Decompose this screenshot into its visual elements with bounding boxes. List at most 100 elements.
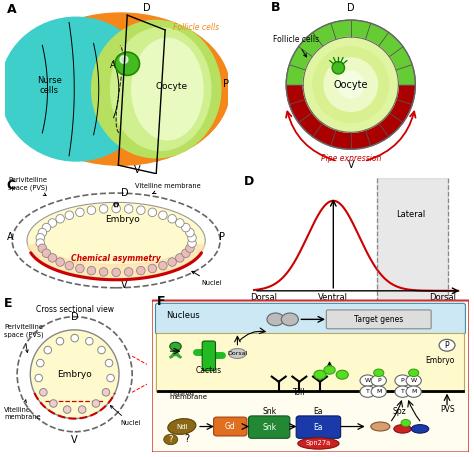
Circle shape [35,374,43,382]
Text: Embryo: Embryo [426,356,455,365]
Circle shape [188,234,196,242]
Circle shape [406,375,421,386]
Circle shape [112,268,120,276]
Circle shape [137,266,145,275]
Bar [377,178,448,302]
Circle shape [124,268,133,276]
Circle shape [371,386,386,397]
Circle shape [71,335,78,342]
Circle shape [48,219,57,227]
Text: Dorsal: Dorsal [250,293,277,302]
FancyBboxPatch shape [214,417,247,436]
Text: P: P [445,341,449,350]
Text: Vitelline membrane: Vitelline membrane [135,183,201,194]
Ellipse shape [91,21,221,158]
Text: T: T [401,389,404,394]
Text: Dorsal: Dorsal [429,293,456,302]
Text: Dorsal: Dorsal [228,351,247,356]
Text: M: M [376,389,382,394]
Text: A: A [109,61,115,70]
Text: Pipe expression: Pipe expression [320,154,381,163]
Text: P: P [377,378,381,383]
Circle shape [87,206,96,214]
Text: PVS: PVS [440,405,455,414]
Text: Ea: Ea [314,407,323,415]
Circle shape [267,313,284,326]
Text: Snk: Snk [262,423,276,432]
Circle shape [124,205,133,213]
Circle shape [188,239,196,247]
Circle shape [102,388,110,396]
Circle shape [286,20,415,149]
Circle shape [65,261,73,270]
Text: W: W [410,378,417,383]
Circle shape [42,249,51,258]
Text: D: D [244,175,255,187]
Circle shape [182,223,190,232]
Circle shape [36,239,45,247]
Circle shape [168,214,176,223]
Circle shape [170,342,181,351]
Circle shape [313,47,389,122]
Text: A: A [7,233,13,242]
Text: membrane: membrane [169,394,207,400]
Circle shape [105,359,113,367]
Text: D: D [71,312,79,322]
Text: Embryo: Embryo [105,215,140,224]
Circle shape [148,208,156,217]
Circle shape [401,420,410,426]
Text: Oocyte: Oocyte [156,82,188,91]
Circle shape [56,258,64,266]
Wedge shape [286,20,415,85]
Circle shape [56,337,64,345]
Text: Nuclei: Nuclei [110,406,140,426]
Circle shape [38,228,46,237]
Circle shape [371,375,386,386]
Circle shape [98,346,105,354]
Text: V: V [72,435,78,445]
Circle shape [112,204,120,213]
FancyBboxPatch shape [248,416,290,438]
Text: Perivitelline
space (PVS): Perivitelline space (PVS) [9,177,48,196]
Ellipse shape [0,17,152,161]
FancyBboxPatch shape [155,303,465,334]
Text: A: A [7,3,17,16]
Text: Cross sectional view: Cross sectional view [36,305,114,314]
Text: Chemical asymmetry: Chemical asymmetry [71,254,161,263]
Circle shape [324,366,335,374]
Ellipse shape [411,425,429,433]
Circle shape [107,374,114,382]
Text: Ventral: Ventral [319,293,348,302]
Circle shape [303,37,398,132]
Text: Follicle cells: Follicle cells [273,35,319,57]
Text: Nurse
cells: Nurse cells [37,76,62,96]
Circle shape [36,359,44,367]
Text: Ea: Ea [314,423,323,432]
Circle shape [186,228,194,237]
Ellipse shape [168,419,196,435]
Circle shape [148,264,156,273]
Text: E: E [4,297,12,310]
Circle shape [360,386,375,397]
Circle shape [86,337,93,345]
Ellipse shape [27,202,205,278]
Circle shape [159,261,167,270]
Text: Nuclei: Nuclei [192,271,222,286]
Circle shape [337,71,364,98]
Circle shape [50,400,57,407]
Circle shape [76,208,84,217]
Circle shape [395,386,410,397]
Text: Toll: Toll [293,388,306,397]
Wedge shape [286,20,415,149]
Circle shape [100,268,108,276]
Circle shape [44,346,52,354]
Text: Vitelline
membrane: Vitelline membrane [4,400,41,420]
Text: ?: ? [184,435,189,445]
Ellipse shape [371,422,390,431]
Text: F: F [156,295,165,308]
Text: ?: ? [168,435,173,444]
Circle shape [38,244,46,253]
Ellipse shape [298,438,339,449]
Circle shape [36,234,45,242]
Circle shape [324,58,377,112]
